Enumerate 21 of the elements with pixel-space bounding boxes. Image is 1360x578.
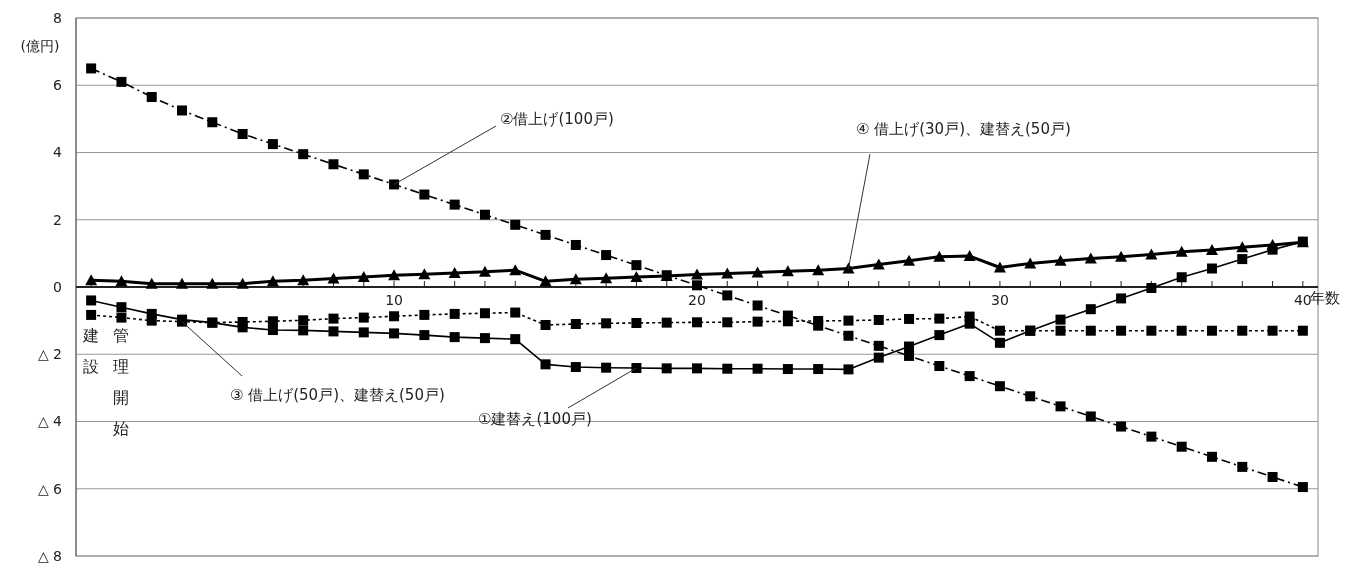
- y-tick-label: △ 8: [37, 547, 62, 564]
- y-tick-label: △ 4: [37, 413, 63, 430]
- y-tick-label: 0: [53, 278, 62, 295]
- x-tick-label: 30: [991, 292, 1009, 308]
- x-tick-label: 20: [688, 292, 706, 308]
- text: ①建替え(100戸): [478, 410, 592, 428]
- annotation: 管理開始: [113, 325, 130, 438]
- annotation: 建設: [82, 325, 100, 376]
- text: ②借上げ(100戸): [500, 110, 614, 128]
- x-tick-label: 40: [1293, 292, 1312, 308]
- y-tick-label: △ 6: [37, 480, 63, 497]
- y-tick-label: 8: [53, 9, 62, 26]
- y-tick-label: 4: [53, 144, 63, 161]
- y-tick-label: 2: [53, 211, 62, 228]
- y-tick-label: 6: [53, 77, 63, 94]
- x-axis-title: 年数: [1310, 289, 1340, 307]
- y-tick-label: △ 2: [37, 346, 62, 363]
- x-tick-label: 10: [385, 292, 403, 308]
- y-axis-title: (億円): [20, 38, 60, 54]
- text: ③ 借上げ(50戸)、建替え(50戸): [230, 386, 445, 404]
- text: ④ 借上げ(30戸)、建替え(50戸): [856, 120, 1071, 138]
